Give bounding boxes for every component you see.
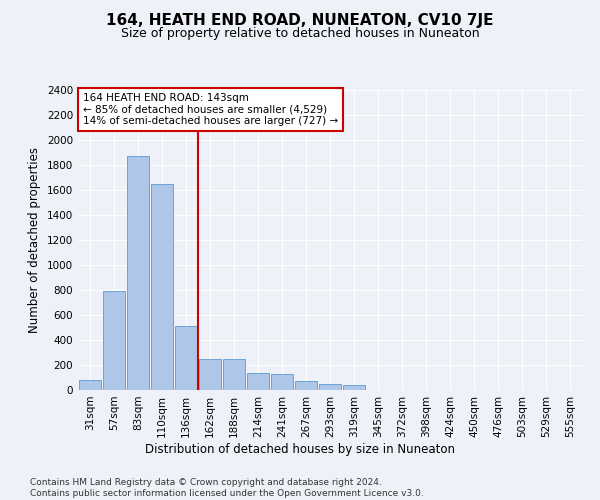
Bar xyxy=(151,184,173,390)
Bar xyxy=(319,384,341,390)
Bar xyxy=(295,380,317,390)
Bar xyxy=(223,359,245,390)
Text: Contains HM Land Registry data © Crown copyright and database right 2024.
Contai: Contains HM Land Registry data © Crown c… xyxy=(30,478,424,498)
Bar xyxy=(199,359,221,390)
Bar xyxy=(103,291,125,390)
Bar xyxy=(271,374,293,390)
Bar xyxy=(127,156,149,390)
Text: Distribution of detached houses by size in Nuneaton: Distribution of detached houses by size … xyxy=(145,442,455,456)
Text: 164, HEATH END ROAD, NUNEATON, CV10 7JE: 164, HEATH END ROAD, NUNEATON, CV10 7JE xyxy=(106,12,494,28)
Bar xyxy=(175,326,197,390)
Bar xyxy=(343,385,365,390)
Bar xyxy=(247,372,269,390)
Text: Size of property relative to detached houses in Nuneaton: Size of property relative to detached ho… xyxy=(121,28,479,40)
Text: 164 HEATH END ROAD: 143sqm
← 85% of detached houses are smaller (4,529)
14% of s: 164 HEATH END ROAD: 143sqm ← 85% of deta… xyxy=(83,93,338,126)
Bar xyxy=(79,380,101,390)
Y-axis label: Number of detached properties: Number of detached properties xyxy=(28,147,41,333)
